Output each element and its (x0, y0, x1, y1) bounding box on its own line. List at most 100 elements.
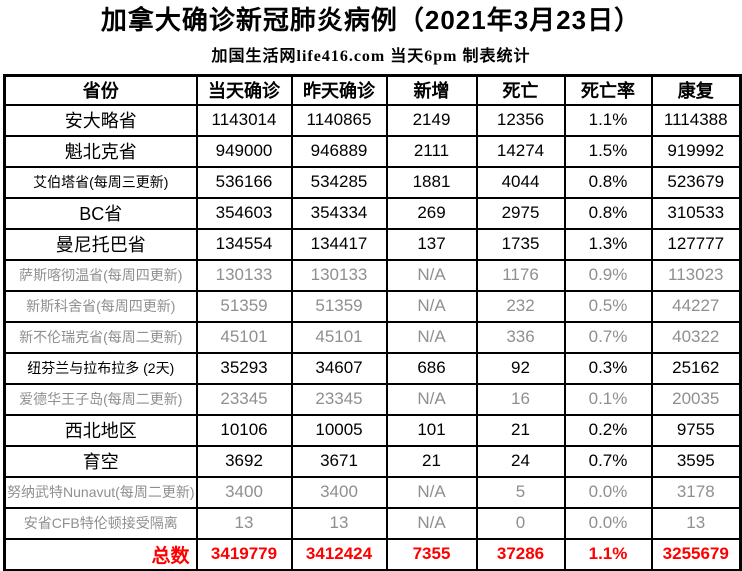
death-rate-cell: 0.1% (563, 382, 653, 416)
total-row: 总数 3419779 3412424 7355 37286 1.1% 32556… (3, 537, 742, 571)
new-cases-cell: 686 (385, 351, 478, 385)
new-cases-cell: 101 (385, 413, 478, 447)
table-row: BC省 354603 354334 269 2975 0.8% 310533 (3, 196, 742, 230)
province-cell: 纽芬兰与拉布拉多 (2天) (3, 351, 198, 385)
table-row: 新斯科舍省(每周四更新) 51359 51359 N/A 232 0.5% 44227 (3, 289, 742, 323)
recovered-cell: 9755 (650, 413, 742, 447)
yesterday-confirmed-cell: 134417 (290, 227, 388, 261)
today-confirmed-cell: 536166 (195, 165, 293, 199)
today-confirmed-cell: 1143014 (195, 103, 293, 137)
header-row: 省份 当天确诊 昨天确诊 新增 死亡 死亡率 康复 (3, 74, 742, 106)
deaths-cell: 92 (475, 351, 566, 385)
recovered-cell: 3178 (650, 475, 742, 509)
yesterday-confirmed-cell: 51359 (290, 289, 388, 323)
yesterday-confirmed-cell: 45101 (290, 320, 388, 354)
province-cell: 魁北克省 (3, 134, 198, 168)
province-cell: 萨斯喀彻温省(每周四更新) (3, 258, 198, 292)
table-row: 萨斯喀彻温省(每周四更新) 130133 130133 N/A 1176 0.9% 1130… (3, 258, 742, 292)
province-cell: BC省 (3, 196, 198, 230)
death-rate-cell: 1.1% (563, 103, 653, 137)
yesterday-confirmed-cell: 13 (290, 506, 388, 540)
death-rate-cell: 0.7% (563, 444, 653, 478)
today-confirmed-cell: 949000 (195, 134, 293, 168)
table-row: 新不伦瑞克省(每周二更新) 45101 45101 N/A 336 0.7% 40322 (3, 320, 742, 354)
death-rate-cell: 0.8% (563, 196, 653, 230)
yesterday-confirmed-cell: 130133 (290, 258, 388, 292)
today-confirmed-cell: 3692 (195, 444, 293, 478)
table-row: 安省CFB特伦顿接受隔离 13 13 N/A 0 0.0% 13 (3, 506, 742, 540)
death-rate-cell: 1.5% (563, 134, 653, 168)
table-row: 纽芬兰与拉布拉多 (2天) 35293 34607 686 92 0.3% 25162 (3, 351, 742, 385)
deaths-cell: 5 (475, 475, 566, 509)
table-body: 安大略省 1143014 1140865 2149 12356 1.1% 1114388 魁北… (3, 103, 742, 540)
table-row: 爱德华王子岛(每周二更新) 23345 23345 N/A 16 0.1% 20035 (3, 382, 742, 416)
deaths-cell: 1176 (475, 258, 566, 292)
recovered-cell: 3595 (650, 444, 742, 478)
deaths-cell: 21 (475, 413, 566, 447)
header-province: 省份 (3, 74, 198, 106)
total-deaths-cell: 37286 (475, 537, 566, 571)
recovered-cell: 919992 (650, 134, 742, 168)
header-yesterday-confirmed: 昨天确诊 (290, 74, 388, 106)
total-new-cases-cell: 7355 (385, 537, 478, 571)
deaths-cell: 2975 (475, 196, 566, 230)
yesterday-confirmed-cell: 354334 (290, 196, 388, 230)
deaths-cell: 12356 (475, 103, 566, 137)
today-confirmed-cell: 354603 (195, 196, 293, 230)
new-cases-cell: N/A (385, 475, 478, 509)
province-cell: 努纳武特Nunavut(每周二更新) (3, 475, 198, 509)
death-rate-cell: 0.8% (563, 165, 653, 199)
total-death-rate-cell: 1.1% (563, 537, 653, 571)
province-cell: 曼尼托巴省 (3, 227, 198, 261)
table-row: 安大略省 1143014 1140865 2149 12356 1.1% 1114388 (3, 103, 742, 137)
table-row: 艾伯塔省(每周三更新) 536166 534285 1881 4044 0.8% 52367… (3, 165, 742, 199)
deaths-cell: 336 (475, 320, 566, 354)
new-cases-cell: 1881 (385, 165, 478, 199)
province-cell: 新不伦瑞克省(每周二更新) (3, 320, 198, 354)
header-recovered: 康复 (650, 74, 742, 106)
new-cases-cell: N/A (385, 258, 478, 292)
new-cases-cell: 2149 (385, 103, 478, 137)
today-confirmed-cell: 134554 (195, 227, 293, 261)
deaths-cell: 4044 (475, 165, 566, 199)
total-recovered-cell: 3255679 (650, 537, 742, 571)
today-confirmed-cell: 10106 (195, 413, 293, 447)
province-cell: 爱德华王子岛(每周二更新) (3, 382, 198, 416)
yesterday-confirmed-cell: 1140865 (290, 103, 388, 137)
yesterday-confirmed-cell: 10005 (290, 413, 388, 447)
death-rate-cell: 0.2% (563, 413, 653, 447)
recovered-cell: 127777 (650, 227, 742, 261)
province-cell: 安大略省 (3, 103, 198, 137)
today-confirmed-cell: 51359 (195, 289, 293, 323)
province-cell: 新斯科舍省(每周四更新) (3, 289, 198, 323)
header-death-rate: 死亡率 (563, 74, 653, 106)
table-row: 魁北克省 949000 946889 2111 14274 1.5% 919992 (3, 134, 742, 168)
today-confirmed-cell: 23345 (195, 382, 293, 416)
table-row: 曼尼托巴省 134554 134417 137 1735 1.3% 127777 (3, 227, 742, 261)
recovered-cell: 20035 (650, 382, 742, 416)
header-today-confirmed: 当天确诊 (195, 74, 293, 106)
covid-cases-table: 省份 当天确诊 昨天确诊 新增 死亡 死亡率 康复 安大略省 1143014 114… (3, 73, 742, 571)
recovered-cell: 113023 (650, 258, 742, 292)
province-cell: 育空 (3, 444, 198, 478)
death-rate-cell: 0.0% (563, 506, 653, 540)
yesterday-confirmed-cell: 3400 (290, 475, 388, 509)
total-today-cell: 3419779 (195, 537, 293, 571)
yesterday-confirmed-cell: 534285 (290, 165, 388, 199)
page-subtitle: 加国生活网life416.com 当天6pm 制表统计 (211, 47, 531, 65)
table-row: 努纳武特Nunavut(每周二更新) 3400 3400 N/A 5 0.0% 3178 (3, 475, 742, 509)
recovered-cell: 310533 (650, 196, 742, 230)
header-new-cases: 新增 (385, 74, 478, 106)
yesterday-confirmed-cell: 23345 (290, 382, 388, 416)
new-cases-cell: N/A (385, 506, 478, 540)
deaths-cell: 16 (475, 382, 566, 416)
table-row: 育空 3692 3671 21 24 0.7% 3595 (3, 444, 742, 478)
recovered-cell: 13 (650, 506, 742, 540)
death-rate-cell: 0.7% (563, 320, 653, 354)
yesterday-confirmed-cell: 34607 (290, 351, 388, 385)
death-rate-cell: 0.5% (563, 289, 653, 323)
today-confirmed-cell: 45101 (195, 320, 293, 354)
new-cases-cell: 137 (385, 227, 478, 261)
today-confirmed-cell: 35293 (195, 351, 293, 385)
table-row: 西北地区 10106 10005 101 21 0.2% 9755 (3, 413, 742, 447)
